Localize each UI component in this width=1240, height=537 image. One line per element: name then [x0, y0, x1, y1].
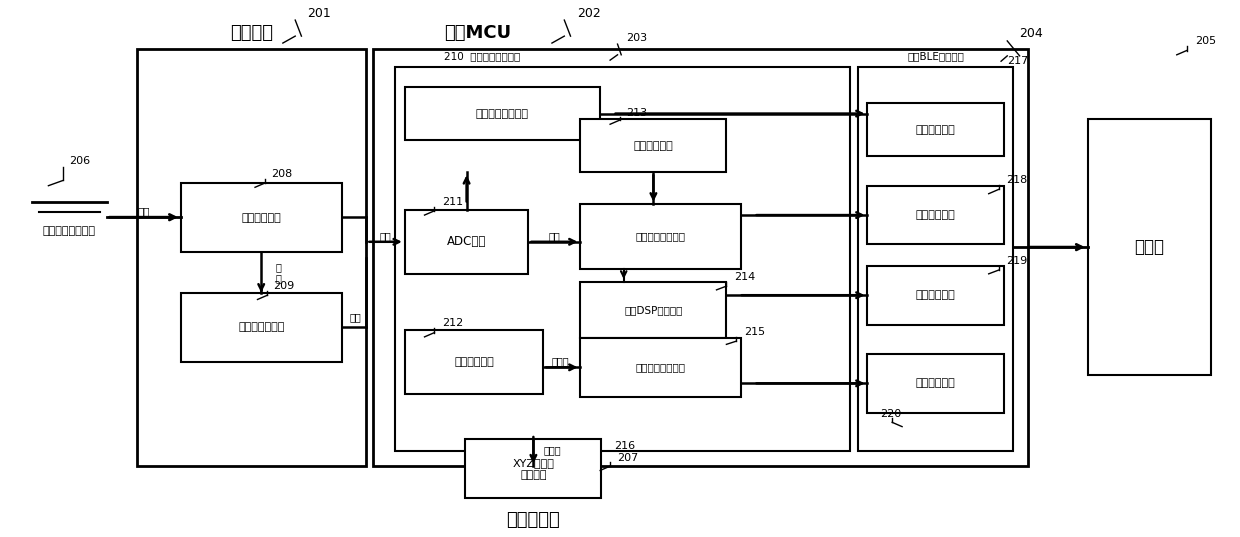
- Text: 211: 211: [441, 198, 463, 207]
- Bar: [1087, 119, 1211, 375]
- Text: 运动检测算法电路: 运动检测算法电路: [636, 362, 686, 372]
- Text: 信号: 信号: [379, 231, 391, 242]
- Text: 212: 212: [441, 318, 463, 328]
- Text: XYZ轴信息
采集模块: XYZ轴信息 采集模块: [512, 458, 554, 480]
- Text: 上位机: 上位机: [1135, 238, 1164, 256]
- Text: 模拟部分: 模拟部分: [231, 25, 274, 42]
- Text: 218: 218: [1006, 175, 1027, 185]
- Text: 210  数据处理分析电路: 210 数据处理分析电路: [444, 51, 521, 61]
- Text: 数据: 数据: [548, 231, 560, 242]
- Bar: [372, 49, 1028, 466]
- Bar: [404, 210, 528, 274]
- Text: 设备信息存储电路: 设备信息存储电路: [476, 108, 529, 119]
- Text: 仪表放大电路: 仪表放大电路: [242, 213, 281, 223]
- Text: 电子表皮心电电极: 电子表皮心电电极: [43, 226, 95, 236]
- Text: 216: 216: [614, 441, 635, 451]
- Text: 主控MCU: 主控MCU: [444, 25, 511, 42]
- Text: 204: 204: [1019, 27, 1043, 40]
- Text: 205: 205: [1195, 36, 1216, 46]
- Text: 蓝牙BLE通信部分: 蓝牙BLE通信部分: [906, 51, 963, 61]
- Text: 三轴传感器: 三轴传感器: [506, 511, 560, 528]
- Text: 心电数据接口: 心电数据接口: [915, 290, 955, 300]
- Text: 心电DSP算法电路: 心电DSP算法电路: [624, 305, 682, 315]
- Text: 模
号: 模 号: [275, 262, 281, 284]
- Bar: [181, 293, 342, 362]
- Bar: [858, 67, 1013, 451]
- Text: 模号: 模号: [350, 313, 361, 323]
- Bar: [868, 354, 1003, 413]
- Text: 208: 208: [272, 169, 293, 179]
- Text: 203: 203: [626, 33, 647, 43]
- Text: 206: 206: [69, 156, 91, 166]
- Text: 轴信息: 轴信息: [543, 445, 560, 455]
- Bar: [868, 266, 1003, 324]
- Text: 207: 207: [618, 453, 639, 463]
- Bar: [138, 49, 366, 466]
- Text: 213: 213: [626, 108, 647, 118]
- Text: 设备信息接口: 设备信息接口: [915, 125, 955, 135]
- Bar: [181, 183, 342, 252]
- Bar: [580, 282, 727, 338]
- Text: 信号: 信号: [138, 206, 150, 216]
- Text: 219: 219: [1006, 256, 1027, 266]
- Text: 心率数据接口: 心率数据接口: [915, 210, 955, 220]
- Text: 220: 220: [880, 409, 901, 419]
- Text: 数据存储电路: 数据存储电路: [634, 141, 673, 151]
- Text: 215: 215: [744, 327, 765, 337]
- Bar: [868, 186, 1003, 244]
- Bar: [394, 67, 851, 451]
- Bar: [580, 338, 742, 397]
- Bar: [580, 119, 727, 172]
- Text: 217: 217: [1007, 56, 1028, 66]
- Text: 201: 201: [308, 8, 331, 20]
- Text: 运动数据接口: 运动数据接口: [915, 379, 955, 388]
- Text: ADC接口: ADC接口: [446, 235, 486, 248]
- Text: 209: 209: [274, 281, 295, 291]
- Bar: [580, 205, 742, 268]
- Text: 202: 202: [577, 8, 600, 20]
- Text: 运动信号接口: 运动信号接口: [454, 357, 494, 367]
- Text: 心率监测算法电路: 心率监测算法电路: [636, 231, 686, 242]
- Bar: [868, 103, 1003, 156]
- Text: 214: 214: [734, 272, 755, 282]
- Bar: [404, 87, 600, 140]
- Bar: [465, 439, 601, 498]
- Text: 轴数据: 轴数据: [552, 356, 569, 366]
- Text: 放大与滤波电路: 放大与滤波电路: [238, 322, 284, 332]
- Bar: [404, 330, 543, 394]
